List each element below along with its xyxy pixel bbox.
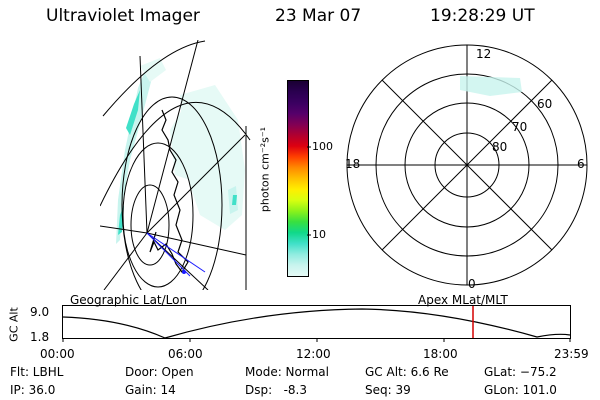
polar-lat-80: 80 [492, 140, 508, 154]
altitude-plot [62, 305, 571, 342]
time-label: 19:28:29 UT [430, 6, 535, 26]
colorbar-tick-100: 100 [312, 140, 333, 153]
altitude-ylabel: GC Alt [7, 307, 21, 342]
polar-mlt-18: 18 [345, 157, 361, 171]
status-door: Door: Open [125, 365, 194, 379]
station-marker [182, 270, 186, 274]
polar-mlt-12: 12 [476, 47, 492, 61]
status-gc-alt: GC Alt: 6.6 Re [365, 365, 449, 379]
xtick-0600: 06:00 [168, 347, 203, 361]
colorbar-tick-10: 10 [312, 228, 326, 241]
colorbar-unit-label: photon cm⁻²s⁻¹ [258, 126, 272, 213]
status-mode: Mode: Normal [245, 365, 329, 379]
xtick-1200: 12:00 [296, 347, 331, 361]
polar-lat-70: 70 [512, 120, 528, 134]
status-glat: GLat: −75.2 [484, 365, 557, 379]
altitude-ymax: 9.0 [30, 305, 50, 319]
status-dsp: Dsp: -8.3 [245, 383, 308, 397]
status-gain: Gain: 14 [125, 383, 176, 397]
terminator-lines [146, 232, 206, 277]
geo-map-caption: Geographic Lat/Lon [70, 293, 188, 307]
polar-mlt-0: 0 [468, 277, 476, 291]
geo-grid [100, 40, 251, 290]
polar-caption: Apex MLat/MLT [418, 293, 508, 307]
polar-lat-60: 60 [537, 97, 553, 111]
polar-diag-2 [381, 79, 553, 251]
polar-plot [346, 44, 588, 286]
app-title: Ultraviolet Imager [46, 6, 200, 26]
colorbar-ticks [307, 146, 311, 236]
status-flt: Flt: LBHL [10, 365, 64, 379]
altitude-ymin: 1.8 [30, 330, 50, 344]
altitude-curve [62, 308, 571, 339]
status-seq: Seq: 39 [365, 383, 411, 397]
aurora-emission-patches [116, 58, 245, 244]
geographic-map [100, 40, 251, 290]
status-ip: IP: 36.0 [10, 383, 56, 397]
xtick-1800: 18:00 [423, 347, 458, 361]
xtick-2359: 23:59 [554, 347, 589, 361]
coastline [149, 109, 189, 274]
date-label: 23 Mar 07 [275, 6, 362, 26]
xtick-0000: 00:00 [40, 347, 75, 361]
status-glon: GLon: 101.0 [484, 383, 557, 397]
colorbar [287, 80, 309, 277]
polar-aurora-patch [460, 76, 522, 96]
polar-mlt-6: 6 [577, 157, 585, 171]
